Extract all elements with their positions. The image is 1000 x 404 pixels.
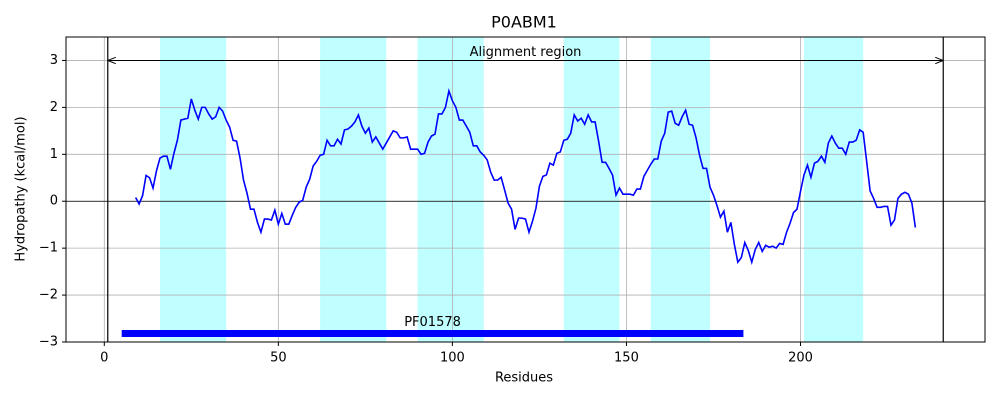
y-tick-label: 3	[50, 53, 58, 68]
region	[803, 37, 864, 342]
arrow-label: Alignment region	[470, 45, 582, 60]
y-tick-label: 1	[50, 147, 58, 162]
x-tick-label: 200	[788, 351, 813, 366]
region	[563, 37, 620, 342]
hydropathy-line	[134, 88, 917, 266]
y-tick-label: −2	[39, 288, 58, 303]
region	[417, 37, 484, 342]
region	[159, 37, 227, 342]
x-tick-label: 150	[614, 351, 639, 366]
domain-label: PF01578	[404, 315, 461, 330]
chart-title: P0ABM1	[491, 13, 557, 32]
x-tick-label: 50	[270, 351, 287, 366]
x-tick-label: 100	[440, 351, 465, 366]
y-tick-label: 2	[50, 100, 58, 115]
y-tick-label: −1	[39, 241, 58, 256]
y-tick-label: 0	[50, 194, 58, 209]
plot-frame	[65, 36, 986, 343]
y-tick-label: −3	[39, 335, 58, 350]
y-axis-label: Hydropathy (kcal/mol)	[14, 116, 29, 261]
x-tick-label: 0	[100, 351, 108, 366]
region	[650, 37, 710, 342]
x-axis-label: Residues	[495, 371, 553, 386]
region	[320, 37, 387, 342]
